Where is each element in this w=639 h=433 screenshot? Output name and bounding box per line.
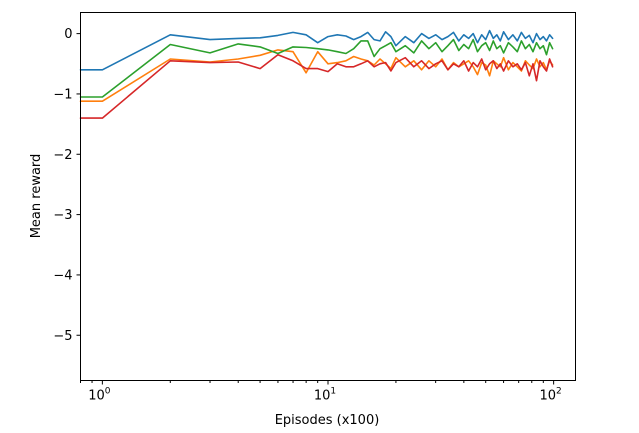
series-layer	[79, 29, 554, 119]
series-line-1	[79, 29, 554, 71]
y-tick-label: −3	[53, 208, 72, 223]
x-axis-label: Episodes (x100)	[275, 413, 380, 428]
y-tick-label: −1	[53, 87, 72, 102]
x-axis: 100 101 102	[80, 380, 562, 404]
series-line-2	[79, 49, 554, 102]
y-axis: 0 −1 −2 −3 −4 −5	[53, 27, 81, 344]
y-tick-label: −5	[53, 329, 72, 344]
y-tick-label: 0	[64, 27, 72, 42]
x-tick-label: 102	[539, 387, 561, 404]
series-line-4	[79, 53, 554, 119]
y-tick-label: −4	[53, 268, 72, 283]
y-tick-label: −2	[53, 148, 72, 163]
x-tick-label: 100	[88, 387, 111, 404]
y-axis-label: Mean reward	[29, 154, 44, 239]
x-tick-label: 101	[314, 387, 336, 404]
series-line-3	[79, 38, 554, 98]
